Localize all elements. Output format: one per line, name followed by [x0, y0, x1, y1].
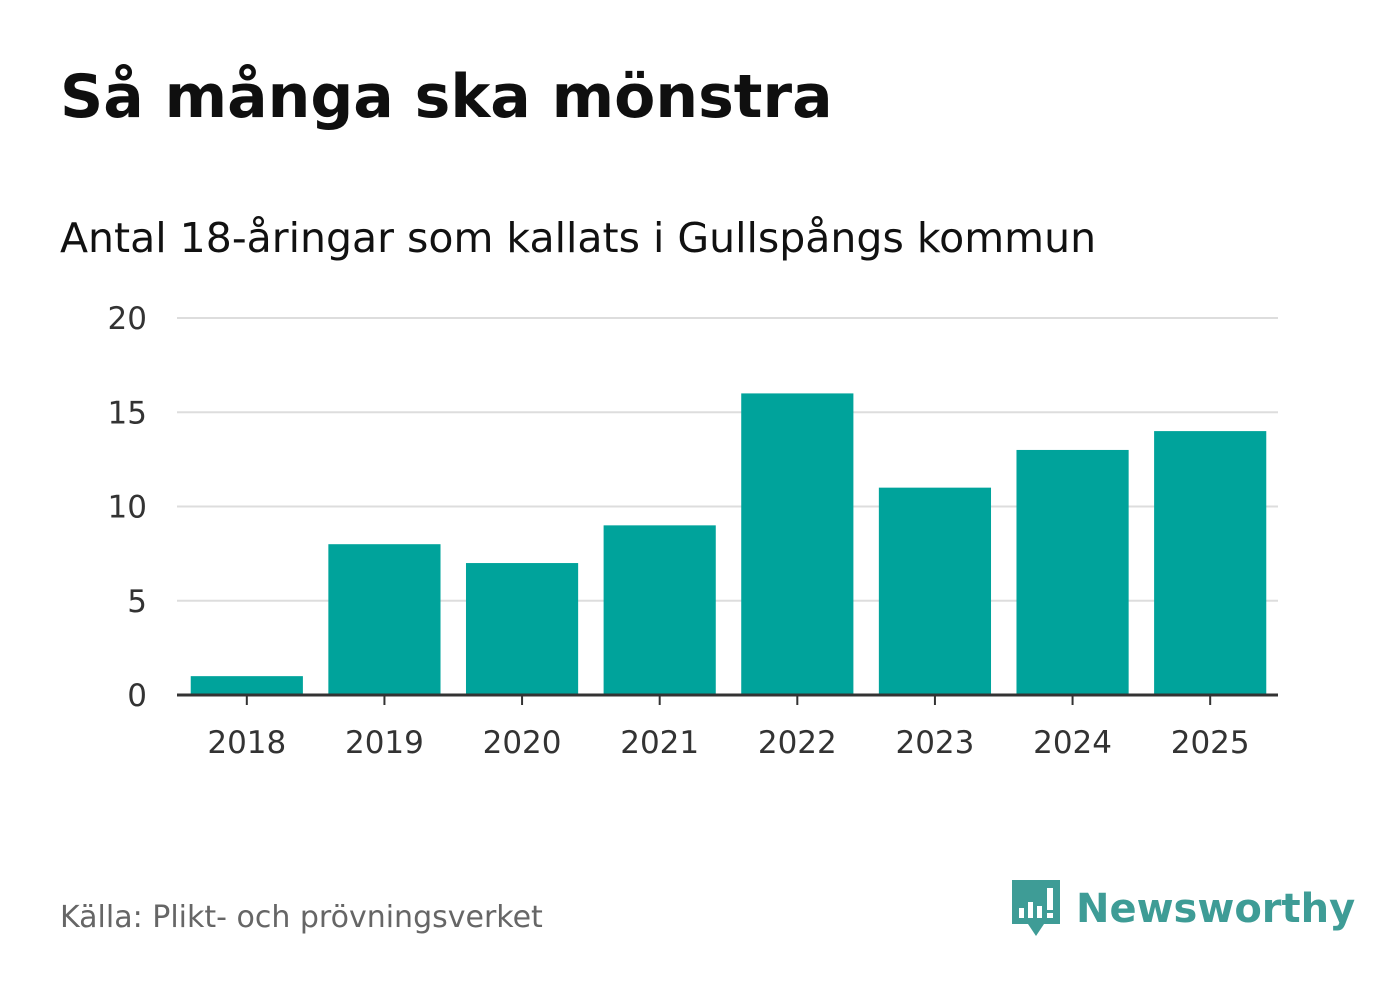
- x-tick-label: 2023: [895, 725, 974, 761]
- y-tick-label: 20: [108, 301, 147, 337]
- y-tick-label: 5: [127, 584, 147, 620]
- bar-2020: [465, 563, 579, 695]
- chart-title: Så många ska mönstra: [60, 62, 833, 132]
- x-tick-label: 2024: [1033, 725, 1112, 761]
- x-tick-label: 2020: [483, 725, 562, 761]
- y-tick-label: 10: [108, 490, 147, 526]
- x-tick-label: 2019: [345, 725, 424, 761]
- bars: [190, 393, 1267, 695]
- y-axis-ticks: 0 5 10 15 20: [108, 301, 147, 714]
- bar-2023: [878, 487, 992, 695]
- x-tick-label: 2025: [1171, 725, 1250, 761]
- brand-name: Newsworthy: [1076, 886, 1356, 932]
- brand-logo-group[interactable]: Newsworthy: [1010, 878, 1355, 940]
- bar-2021: [603, 525, 716, 695]
- source-note: Källa: Plikt- och prövningsverket: [60, 900, 543, 935]
- y-tick-label: 15: [108, 395, 147, 431]
- bar-2025: [1154, 431, 1267, 695]
- bar-2024: [1016, 449, 1129, 695]
- x-axis-ticks: 2018 2019 2020 2021 2022 2023 2024 2025: [207, 695, 1250, 761]
- y-tick-label: 0: [127, 678, 147, 714]
- newsworthy-logo-icon: [1012, 880, 1060, 936]
- x-tick-label: 2022: [758, 725, 837, 761]
- bar-2019: [328, 544, 441, 695]
- x-tick-label: 2021: [620, 725, 699, 761]
- chart-subtitle: Antal 18-åringar som kallats i Gullspång…: [60, 214, 1097, 262]
- bar-2018: [190, 676, 303, 695]
- x-tick-label: 2018: [207, 725, 286, 761]
- bar-2022: [741, 393, 854, 695]
